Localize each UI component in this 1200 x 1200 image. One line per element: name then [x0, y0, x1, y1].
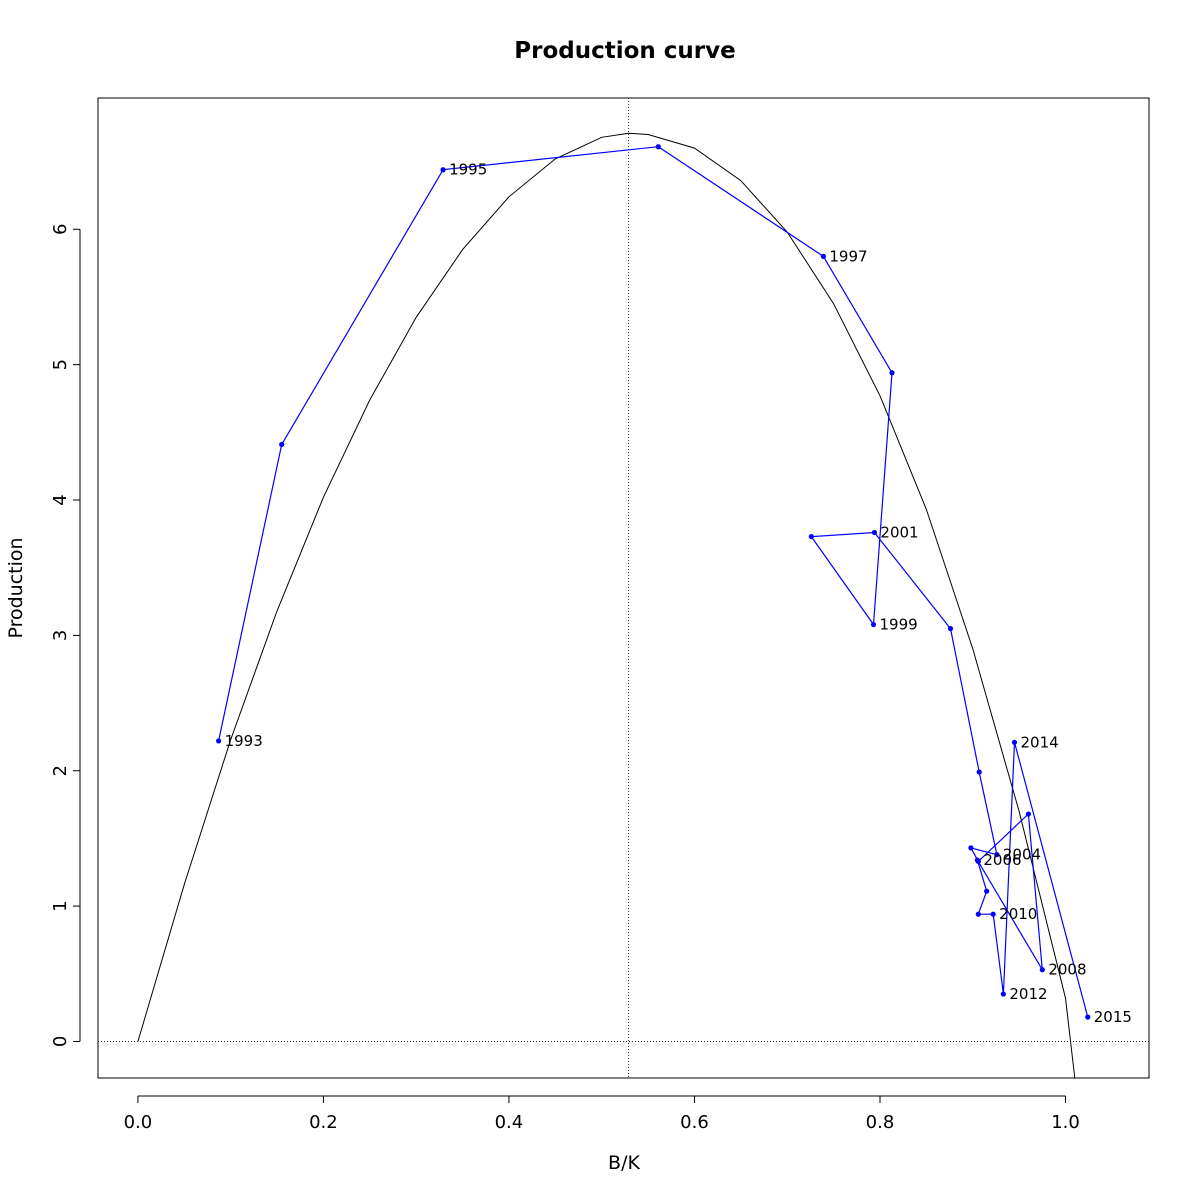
chart-title: Production curve [514, 38, 735, 64]
year-label: 1995 [449, 161, 487, 179]
reference-lines [98, 98, 1149, 1078]
observed-point [279, 441, 285, 448]
observed-point [976, 769, 982, 775]
observed-point [215, 738, 222, 744]
observed-point [889, 370, 895, 376]
y-tick-label: 2 [50, 765, 71, 776]
year-label: 2015 [1094, 1008, 1132, 1026]
observed-series-line [218, 146, 1089, 1018]
x-axis: 0.0 0.2 0.4 0.6 0.8 1.0 [124, 1095, 1080, 1133]
y-tick-label: 6 [50, 224, 71, 235]
x-tick-label: 0.4 [495, 1112, 524, 1133]
year-label: 1993 [225, 732, 263, 750]
observed-point [870, 621, 877, 628]
year-label: 2014 [1020, 733, 1058, 751]
production-curve-layer [137, 132, 1076, 1079]
observed-point [975, 911, 981, 917]
year-label: 2012 [1009, 985, 1047, 1003]
observed-point [1000, 991, 1006, 997]
y-tick-label: 5 [50, 359, 71, 370]
observed-point [1011, 739, 1018, 745]
observed-point [968, 845, 974, 851]
observed-series-layer: 1993 1995 1997 1999 2001 2004 2008 2006 2010 2012… [215, 144, 1132, 1026]
year-label: 2004 [1003, 846, 1041, 864]
x-tick-label: 1.0 [1051, 1112, 1080, 1133]
year-label: 1997 [829, 247, 867, 265]
year-label: 2008 [1048, 961, 1086, 979]
observed-point [1085, 1014, 1091, 1020]
production-curve-line [137, 132, 1076, 1079]
observed-point [984, 888, 990, 894]
observed-point [871, 529, 878, 536]
observed-point [1039, 967, 1045, 973]
y-axis: 0 1 2 3 4 5 6 [50, 224, 81, 1047]
y-tick-label: 1 [50, 900, 71, 911]
observed-point [947, 626, 954, 632]
year-label: 1999 [879, 616, 917, 634]
observed-point [820, 253, 827, 259]
year-label: 2006 [983, 851, 1021, 869]
y-tick-label: 4 [50, 494, 71, 505]
observed-point [994, 852, 1000, 858]
observed-point [990, 911, 996, 917]
year-label: 2010 [999, 905, 1037, 923]
x-axis-label: B/K [608, 1152, 640, 1174]
observed-point [655, 144, 661, 150]
y-tick-label: 0 [50, 1036, 71, 1047]
x-tick-label: 0.6 [680, 1112, 709, 1133]
x-tick-label: 0.8 [866, 1112, 895, 1133]
observed-point [1025, 811, 1032, 817]
y-axis-label: Production [5, 537, 27, 638]
x-tick-label: 0.0 [124, 1112, 153, 1133]
observed-point [808, 533, 814, 540]
plot-frame [97, 97, 1150, 1079]
year-label: 2001 [880, 524, 918, 542]
observed-point [440, 167, 446, 173]
observed-point [974, 857, 980, 863]
y-tick-label: 3 [50, 630, 71, 641]
x-tick-label: 0.2 [309, 1112, 338, 1133]
